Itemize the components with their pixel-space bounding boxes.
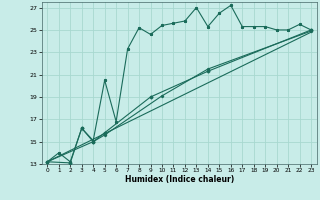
X-axis label: Humidex (Indice chaleur): Humidex (Indice chaleur) <box>124 175 234 184</box>
